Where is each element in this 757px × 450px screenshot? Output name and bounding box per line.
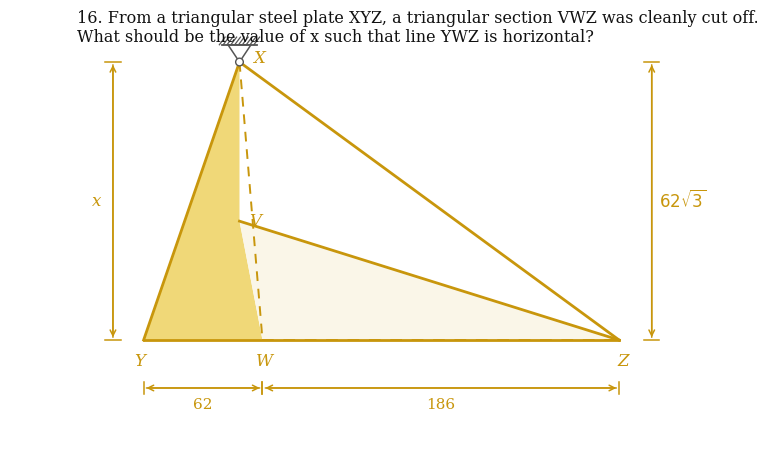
Text: X: X xyxy=(253,50,265,67)
Text: 62: 62 xyxy=(193,397,213,412)
Text: $62\sqrt{3}$: $62\sqrt{3}$ xyxy=(659,190,707,212)
Polygon shape xyxy=(228,45,251,62)
Text: V: V xyxy=(249,213,261,230)
Text: 16. From a triangular steel plate XYZ, a triangular section VWZ was cleanly cut : 16. From a triangular steel plate XYZ, a… xyxy=(76,10,757,27)
Text: W: W xyxy=(256,353,273,370)
Text: 186: 186 xyxy=(426,397,456,412)
Text: Y: Y xyxy=(134,353,145,370)
Text: What should be the value of x such that line YWZ is horizontal?: What should be the value of x such that … xyxy=(76,29,593,46)
Circle shape xyxy=(235,58,243,66)
Polygon shape xyxy=(144,62,263,340)
Text: Z: Z xyxy=(617,353,629,370)
Polygon shape xyxy=(239,221,619,340)
Text: x: x xyxy=(92,193,101,210)
